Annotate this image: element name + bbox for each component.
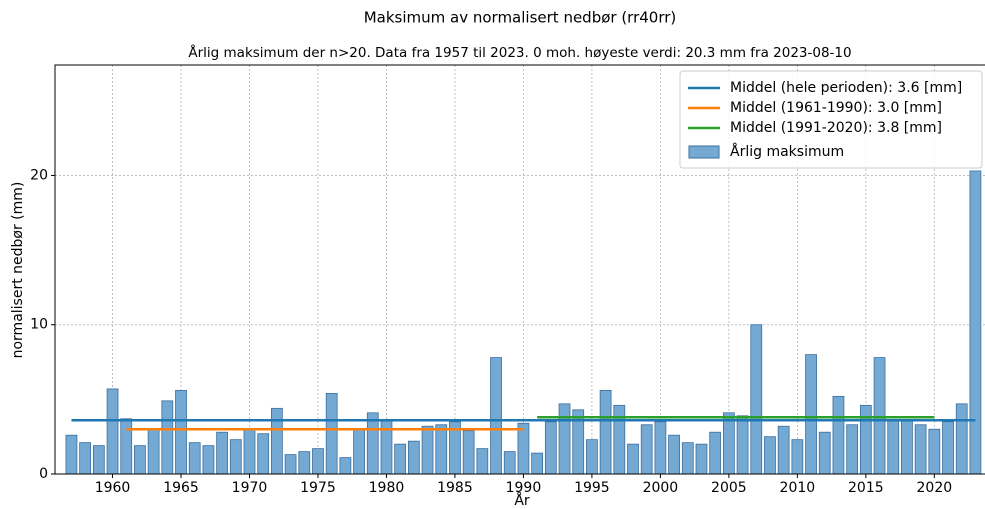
bar <box>805 354 817 475</box>
bar <box>599 390 612 475</box>
bar <box>942 421 954 475</box>
bar <box>531 452 543 475</box>
bar <box>955 403 968 475</box>
plot-frame <box>54 64 985 475</box>
x-tick-label: 2020 <box>917 480 953 496</box>
bar <box>859 404 872 475</box>
bar <box>764 436 776 475</box>
bar <box>709 431 722 475</box>
x-tick-label: 2005 <box>711 480 747 496</box>
y-tick-label: 10 <box>30 317 48 333</box>
bar <box>407 440 420 475</box>
bar <box>681 442 694 475</box>
bar <box>517 422 530 475</box>
bar <box>832 395 845 475</box>
bar <box>421 425 434 475</box>
bar <box>65 434 78 475</box>
bar <box>271 407 283 475</box>
bar <box>298 451 311 475</box>
bar <box>92 445 105 475</box>
bar <box>846 424 859 475</box>
legend-swatch <box>688 145 720 159</box>
bar <box>216 431 228 475</box>
bar <box>914 424 927 475</box>
bar <box>147 428 160 475</box>
bar <box>243 428 256 475</box>
bar <box>79 442 92 475</box>
bar <box>613 404 626 475</box>
x-tick-label: 1980 <box>369 480 405 496</box>
bar <box>818 431 831 475</box>
x-tick-label: 1990 <box>506 480 542 496</box>
bar <box>229 439 242 475</box>
bar <box>791 439 804 475</box>
bar <box>312 448 324 475</box>
x-tick-label: 1965 <box>163 480 199 496</box>
bar <box>257 433 270 475</box>
bar <box>928 428 941 475</box>
bar <box>462 430 475 475</box>
x-tick-label: 1975 <box>300 480 336 496</box>
chart-subtitle: Årlig maksimum der n>20. Data fra 1957 t… <box>188 44 851 61</box>
bar <box>887 419 900 475</box>
bar <box>901 419 913 475</box>
x-tick-label: 1995 <box>574 480 610 496</box>
y-axis-label: normalisert nedbør (mm) <box>10 182 26 359</box>
bar <box>188 442 201 475</box>
bar <box>736 415 749 475</box>
bar <box>476 448 489 475</box>
legend-label: Middel (1961-1990): 3.0 [mm] <box>730 100 942 116</box>
bar <box>435 424 448 475</box>
bar <box>394 443 407 475</box>
legend-label: Årlig maksimum <box>730 143 844 160</box>
x-tick-label: 2015 <box>848 480 884 496</box>
chart-title: Maksimum av normalisert nedbør (rr40rr) <box>364 9 677 27</box>
bar <box>654 421 667 475</box>
x-tick-label: 1960 <box>95 480 131 496</box>
bar <box>490 357 502 475</box>
x-tick-label: 2010 <box>780 480 816 496</box>
y-tick-label: 20 <box>30 167 48 183</box>
legend-box <box>679 70 983 169</box>
x-axis-label: År <box>514 492 530 509</box>
legend-label: Middel (hele perioden): 3.6 [mm] <box>730 80 962 96</box>
bar <box>640 424 653 475</box>
legend: Middel (hele perioden): 3.6 [mm] Middel (… <box>679 70 983 169</box>
bar <box>558 403 571 475</box>
x-tick-label: 1970 <box>232 480 268 496</box>
bar <box>106 388 119 475</box>
y-tick-label: 0 <box>39 466 48 482</box>
bar <box>544 421 557 475</box>
bar <box>325 392 338 475</box>
bar <box>366 412 379 475</box>
bar <box>969 170 982 475</box>
bar <box>175 390 187 475</box>
bar <box>873 357 886 475</box>
bar <box>627 443 639 475</box>
bar <box>668 434 680 475</box>
bar <box>695 443 708 475</box>
bar <box>353 428 365 475</box>
bar <box>134 445 146 475</box>
bar <box>339 457 352 475</box>
bar <box>503 451 516 475</box>
bar <box>120 418 133 475</box>
x-tick-label: 2000 <box>643 480 679 496</box>
bar <box>750 324 763 475</box>
bar <box>586 439 598 475</box>
bar <box>202 445 215 475</box>
x-tick-label: 1985 <box>437 480 473 496</box>
bar <box>284 454 297 475</box>
bar <box>161 400 174 475</box>
legend-label: Middel (1991-2020): 3.8 [mm] <box>730 120 942 136</box>
bar <box>722 412 735 475</box>
bar <box>777 425 790 475</box>
